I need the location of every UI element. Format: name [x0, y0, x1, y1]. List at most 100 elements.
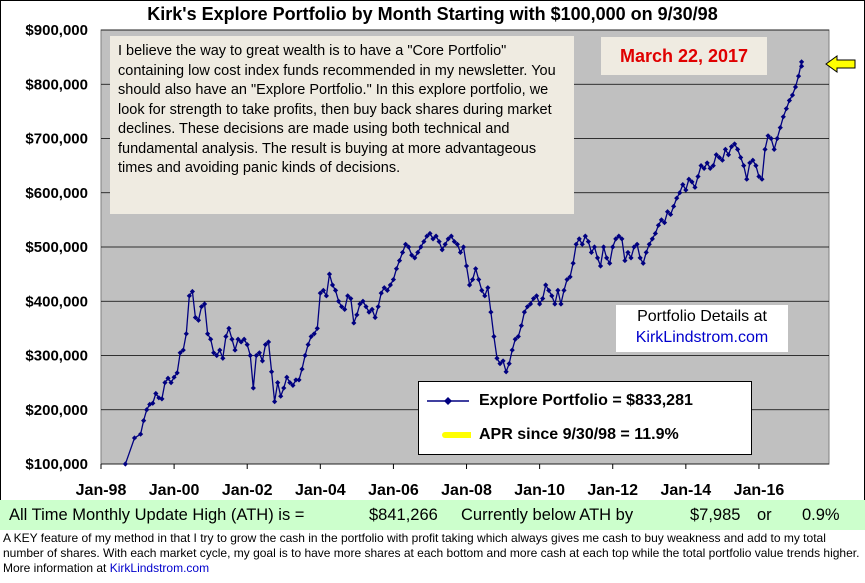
legend-apr-label: APR since 9/30/98 = 11.9%	[479, 426, 679, 443]
data-point	[741, 163, 747, 169]
data-point	[317, 290, 323, 296]
data-point	[674, 195, 680, 201]
data-point	[725, 152, 732, 158]
data-point	[345, 293, 351, 299]
y-tick-label: $100,000	[25, 456, 88, 473]
data-point	[418, 244, 424, 250]
data-point	[695, 173, 701, 180]
data-point	[195, 317, 202, 323]
data-point	[427, 230, 433, 237]
data-point	[597, 263, 604, 269]
data-point	[549, 293, 555, 299]
ath-label: All Time Monthly Update High (ATH) is =	[9, 506, 305, 524]
or-label: or	[757, 506, 772, 524]
data-point	[335, 298, 342, 304]
data-point	[439, 247, 445, 253]
x-tick-label: Jan-02	[222, 482, 273, 499]
data-point	[591, 244, 598, 250]
data-point	[159, 396, 165, 402]
legend-apr-row: APR since 9/30/98 = 11.9%	[425, 424, 679, 446]
data-point	[299, 366, 305, 372]
yellow-arrow-icon	[825, 55, 856, 73]
data-point	[543, 282, 549, 288]
data-point	[594, 255, 601, 261]
data-point	[573, 241, 579, 247]
data-point	[384, 287, 390, 293]
data-point	[448, 233, 454, 239]
data-point	[284, 374, 290, 380]
data-point	[366, 309, 372, 315]
data-point	[643, 249, 649, 256]
x-tick-label: Jan-08	[441, 482, 492, 499]
data-point	[153, 390, 159, 397]
data-point	[698, 163, 704, 169]
data-point	[646, 241, 652, 247]
data-point	[707, 165, 713, 171]
data-point	[314, 325, 320, 331]
data-point	[771, 146, 777, 152]
data-point	[247, 352, 253, 359]
annotation-box: I believe the way to great wealth is to …	[110, 36, 574, 214]
data-point	[201, 301, 208, 307]
data-point	[326, 271, 333, 277]
data-point	[689, 179, 695, 185]
x-tick-label: Jan-06	[368, 482, 419, 499]
data-point	[375, 304, 381, 310]
data-point	[329, 282, 336, 288]
details-label: Portfolio Details at	[637, 308, 767, 325]
data-point	[406, 244, 412, 250]
data-point	[192, 314, 199, 321]
data-point	[512, 336, 518, 342]
data-point	[518, 323, 524, 329]
data-point	[436, 238, 442, 245]
data-point	[174, 370, 180, 376]
data-point	[777, 125, 783, 131]
data-point	[728, 144, 735, 150]
data-point	[792, 84, 799, 90]
data-point	[369, 306, 375, 312]
data-point	[278, 393, 284, 399]
data-point	[634, 241, 640, 247]
data-point	[339, 304, 345, 310]
explore-portfolio-markers	[122, 59, 805, 467]
y-tick-label: $800,000	[25, 76, 88, 93]
data-point	[713, 152, 719, 158]
data-point	[613, 236, 619, 242]
data-point	[460, 244, 467, 250]
data-point	[631, 244, 637, 250]
data-point	[208, 336, 214, 342]
data-point	[412, 255, 418, 261]
y-tick-label: $600,000	[25, 185, 88, 202]
x-tick-label: Jan-14	[660, 482, 711, 499]
data-point	[683, 187, 689, 193]
footer-note-link[interactable]: KirkLindstrom.com	[109, 561, 210, 575]
data-point	[637, 255, 643, 261]
data-point	[390, 276, 397, 283]
data-point	[399, 249, 406, 256]
data-point	[372, 314, 378, 321]
data-point	[616, 233, 622, 239]
data-point	[275, 380, 281, 386]
details-box: Portfolio Details at KirkLindstrom.com	[616, 305, 788, 352]
data-point	[610, 244, 616, 250]
data-point	[604, 255, 610, 261]
data-point	[351, 320, 357, 326]
data-point	[186, 293, 192, 299]
data-point	[719, 157, 725, 163]
data-point	[671, 203, 677, 209]
data-point	[415, 249, 421, 256]
data-point	[735, 146, 741, 152]
x-tick-label: Jan-04	[295, 482, 346, 499]
data-point	[722, 146, 729, 152]
chart-title: Kirk's Explore Portfolio by Month Starti…	[147, 4, 718, 24]
data-point	[607, 260, 613, 266]
data-point	[232, 347, 238, 353]
data-point	[494, 355, 500, 361]
data-point	[262, 342, 269, 348]
data-point	[354, 312, 360, 318]
data-point	[750, 157, 756, 163]
data-point	[433, 233, 439, 239]
data-point	[226, 325, 232, 331]
details-link[interactable]: KirkLindstrom.com	[635, 329, 769, 346]
data-point	[524, 304, 531, 310]
